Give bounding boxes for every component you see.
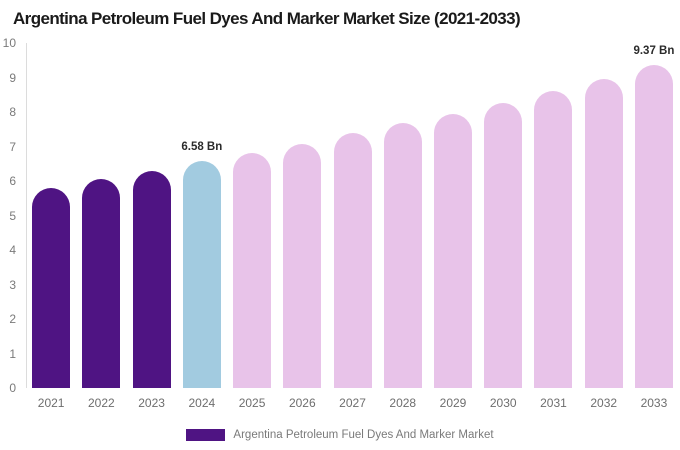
x-tick-label-2033: 2033 [640, 396, 668, 410]
bar-2030[interactable] [484, 103, 523, 388]
bar-slot: 2025 [227, 43, 277, 410]
bar-slot: 2026 [277, 43, 327, 410]
legend-label: Argentina Petroleum Fuel Dyes And Marker… [233, 429, 494, 441]
bar-slot: 2028 [378, 43, 428, 410]
bar-slot: 2029 [428, 43, 478, 410]
x-tick-label-2029: 2029 [439, 396, 467, 410]
bars-area: 2021 2022 2023 6.58 Bn 2024 2025 2026 2027 2028 2… [26, 43, 679, 410]
bar-slot: 2030 [478, 43, 528, 410]
bar-2027[interactable] [333, 133, 372, 388]
y-tick-label: 2 [9, 312, 16, 326]
y-axis-line [26, 43, 27, 388]
bar-2032[interactable] [584, 78, 623, 388]
bar-2026[interactable] [283, 143, 322, 388]
x-tick-label-2028: 2028 [389, 396, 417, 410]
bar-slot: 2022 [76, 43, 126, 410]
bar-2024[interactable] [182, 161, 221, 388]
bar-value-label-2033: 9.37 Bn [633, 44, 675, 57]
legend-swatch [186, 429, 226, 441]
bar-2033[interactable] [634, 64, 673, 388]
x-tick-label-2022: 2022 [88, 396, 115, 410]
y-tick-label: 7 [9, 139, 16, 154]
x-tick-label-2027: 2027 [339, 396, 366, 410]
bar-2029[interactable] [433, 114, 472, 388]
bar-slot: 2027 [327, 43, 377, 410]
x-tick-label-2021: 2021 [37, 396, 65, 410]
bar-slot: 2032 [579, 43, 629, 410]
x-tick-label-2030: 2030 [489, 396, 517, 410]
y-tick-label: 1 [9, 346, 16, 361]
x-tick-label-2032: 2032 [590, 396, 618, 410]
x-tick-label-2023: 2023 [138, 396, 165, 410]
y-tick-label: 5 [9, 208, 16, 223]
bar-2023[interactable] [132, 170, 171, 388]
x-tick-label-2024: 2024 [188, 396, 216, 410]
y-tick-label: 6 [9, 174, 16, 188]
bar-slot: 2031 [528, 43, 578, 410]
y-tick-label: 4 [9, 243, 16, 257]
x-tick-label-2031: 2031 [540, 396, 567, 410]
x-tick-label-2026: 2026 [288, 396, 316, 410]
legend[interactable]: Argentina Petroleum Fuel Dyes And Marker… [0, 429, 680, 441]
bar-slot: 2023 [126, 43, 176, 410]
y-axis: 0 1 2 3 4 5 6 7 8 9 10 [0, 36, 18, 395]
bar-slot: 6.58 Bn 2024 [177, 43, 227, 410]
y-tick-label: 10 [2, 36, 16, 50]
y-tick-label: 0 [9, 381, 16, 395]
bar-2021[interactable] [32, 187, 71, 388]
y-tick-label: 3 [9, 277, 16, 292]
plot-area: 2021 2022 2023 6.58 Bn 2024 2025 2026 2027 2028 2… [26, 43, 679, 410]
bar-slot: 9.37 Bn 2033 [629, 43, 679, 410]
x-tick-label-2025: 2025 [238, 396, 266, 410]
bar-2025[interactable] [233, 153, 272, 388]
bar-2022[interactable] [82, 179, 121, 388]
bar-2031[interactable] [534, 90, 573, 388]
chart-title: Argentina Petroleum Fuel Dyes And Marker… [13, 9, 521, 28]
y-tick-label: 8 [9, 105, 16, 119]
y-tick-label: 9 [9, 70, 16, 85]
bar-slot: 2021 [26, 43, 76, 410]
bar-value-label-2024: 6.58 Bn [181, 141, 223, 153]
bar-2028[interactable] [383, 123, 422, 388]
